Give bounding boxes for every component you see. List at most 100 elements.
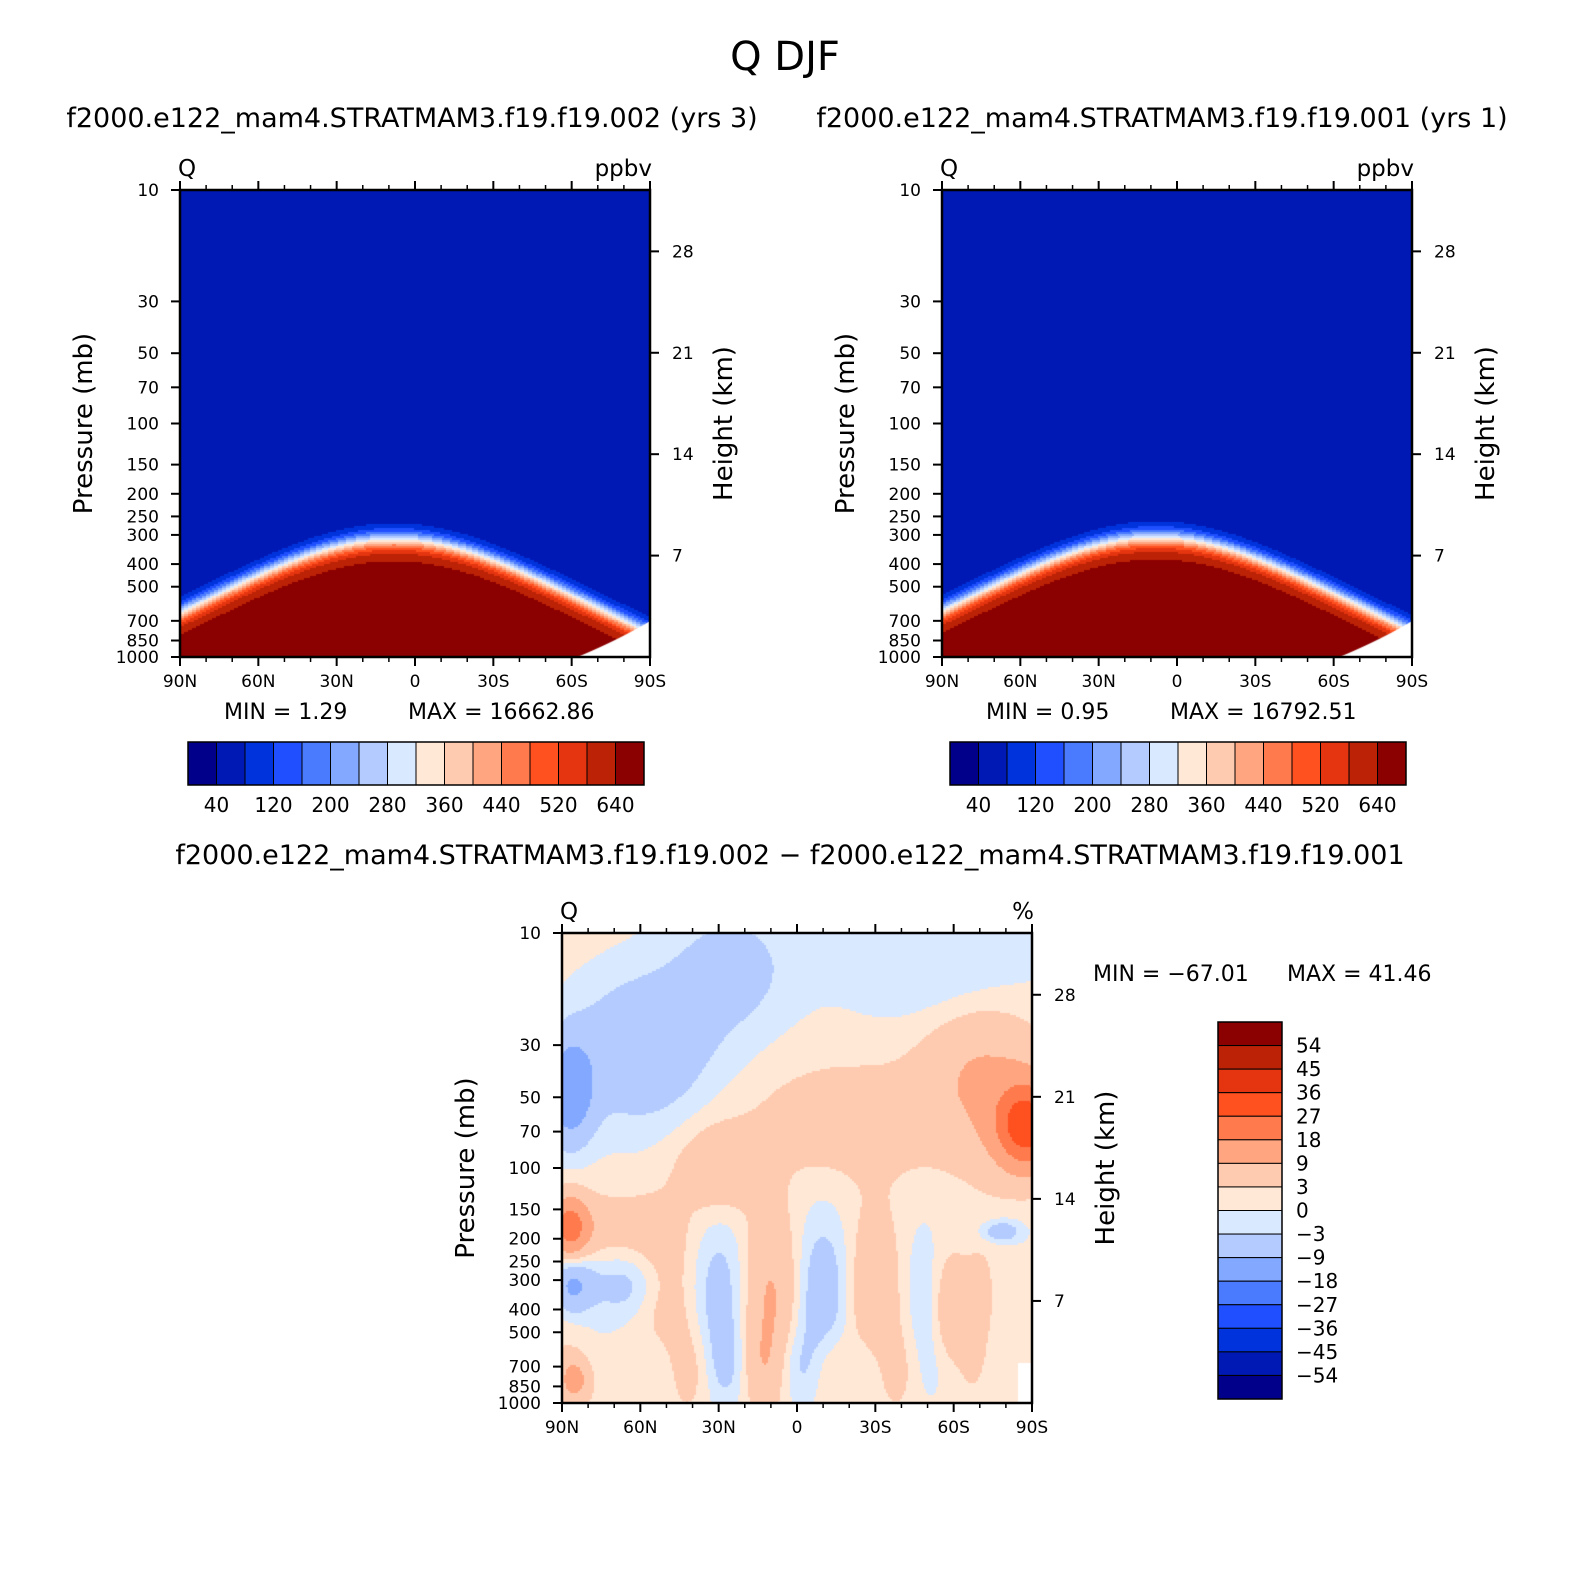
right-colorbar-swatch [1377,741,1407,786]
right-min-text: MIN = 0.95 [986,700,1109,725]
diff-ytick-label: 100 [509,1159,541,1179]
diff-colorbar-label: 45 [1296,1057,1321,1081]
diff-colorbar-frame [1217,1021,1283,1400]
right-colorbar-swatch [1177,741,1207,786]
diff-colorbar-label: −3 [1296,1222,1325,1246]
left-colorbar-swatch [529,741,559,786]
right-colorbar-swatch [1263,741,1293,786]
diff-xtick-label: 30N [701,1418,735,1438]
diff-colorbar-swatch [1217,1162,1283,1188]
right-xtick-label: 0 [1172,672,1183,692]
diff-colorbar-label: 36 [1296,1081,1321,1105]
left-colorbar-label: 40 [204,793,229,817]
diff-colorbar-label: −9 [1296,1246,1325,1270]
left-colorbar-label: 440 [482,793,520,817]
diff-min-text: MIN = −67.01 [1093,962,1249,987]
right-ytick-label: 200 [889,485,921,505]
diff-y2tick-label: 28 [1054,986,1076,1006]
diff-y2tick-label: 14 [1054,1190,1076,1210]
diff-xtick-label: 30S [859,1418,891,1438]
left-ytick-label: 1000 [116,648,159,668]
left-max-text: MAX = 16662.86 [408,700,595,725]
right-colorbar-label: 120 [1016,793,1054,817]
right-ytick-label: 150 [889,456,921,476]
left-contour-field [180,190,650,657]
left-xtick-label: 60S [555,672,587,692]
diff-ytick-label: 500 [509,1323,541,1343]
diff-colorbar-label: −45 [1296,1340,1338,1364]
left-ytick-label: 70 [137,378,159,398]
left-xtick-label: 30N [319,672,353,692]
left-panel: 90N 60N 30N 0 30S 60S 90S103050701001502002503… [69,156,739,817]
left-colorbar-swatch [501,741,531,786]
right-xtick-label: 60N [1003,672,1037,692]
diff-contour-field [562,933,1032,1403]
right-xtick-label: 30N [1081,672,1115,692]
diff-panel: 90N 60N 30N 0 30S 60S 90S103050701001502002503… [451,899,1432,1438]
right-colorbar-swatch [1206,741,1236,786]
right-ytick-label: 70 [899,378,921,398]
right-xtick-label: 90N [925,672,959,692]
left-y2label: Height (km) [709,346,739,501]
diff-colorbar-swatch [1217,1021,1283,1047]
diff-colorbar-label: 0 [1296,1199,1309,1223]
left-colorbar-swatch [472,741,502,786]
right-y2tick-label: 28 [1434,242,1456,262]
left-ytick-label: 400 [127,555,159,575]
right-colorbar-label: 200 [1073,793,1111,817]
left-ytick-label: 150 [127,456,159,476]
diff-colorbar-label: −36 [1296,1316,1338,1340]
left-colorbar-frame [187,741,645,786]
left-units-label: ppbv [595,156,652,182]
diff-ytick-label: 700 [509,1358,541,1378]
diff-colorbar-swatch [1217,1280,1283,1306]
figure-title: Q DJF [730,34,840,80]
right-colorbar-swatch [1320,741,1350,786]
diff-xtick-label: 90N [545,1418,579,1438]
right-colorbar-label: 280 [1130,793,1168,817]
diff-ytick-label: 850 [509,1377,541,1397]
right-units-label: ppbv [1357,156,1414,182]
right-colorbar-label: 520 [1301,793,1339,817]
right-colorbar-label: 440 [1244,793,1282,817]
left-colorbar-swatch [187,741,217,786]
right-ytick-label: 30 [899,292,921,312]
diff-ytick-label: 200 [509,1230,541,1250]
diff-colorbar-swatch [1217,1233,1283,1259]
right-ytick-label: 700 [889,612,921,632]
left-ytick-label: 300 [127,526,159,546]
left-colorbar: 40 120 200 280 360 440 520 640 [187,741,645,817]
right-xtick-label: 60S [1317,672,1349,692]
diff-max-text: MAX = 41.46 [1287,962,1432,987]
diff-colorbar-swatch [1217,1304,1283,1329]
diff-ytick-label: 30 [519,1036,541,1056]
right-y2tick-label: 14 [1434,445,1456,465]
left-ytick-label: 30 [137,292,159,312]
left-colorbar-swatch [586,741,616,786]
right-max-text: MAX = 16792.51 [1170,700,1357,725]
diff-colorbar-swatch [1217,1374,1283,1400]
right-variable-label: Q [940,156,958,182]
left-xtick-label: 30S [477,672,509,692]
right-ytick-label: 250 [889,507,921,527]
diff-colorbar-swatch [1217,1327,1283,1353]
right-contour-field [942,190,1412,657]
left-ylabel: Pressure (mb) [69,333,99,514]
diff-xtick-label: 0 [792,1418,803,1438]
diff-ytick-label: 400 [509,1300,541,1320]
right-colorbar-swatch [1063,741,1093,786]
right-colorbar-swatch [1149,741,1179,786]
right-colorbar-swatch [949,741,979,786]
diff-colorbar-label: 18 [1296,1128,1321,1152]
right-ytick-label: 400 [889,555,921,575]
diff-y2tick-label: 21 [1054,1088,1076,1108]
right-ytick-label: 1000 [878,648,921,668]
diff-units-label: % [1012,899,1034,925]
diff-ytick-label: 250 [509,1253,541,1273]
left-colorbar-label: 520 [539,793,577,817]
left-colorbar-swatch [244,741,274,786]
diff-ytick-label: 300 [509,1271,541,1291]
right-ytick-label: 500 [889,578,921,598]
diff-colorbar-swatch [1217,1351,1283,1376]
right-ytick-label: 100 [889,415,921,435]
